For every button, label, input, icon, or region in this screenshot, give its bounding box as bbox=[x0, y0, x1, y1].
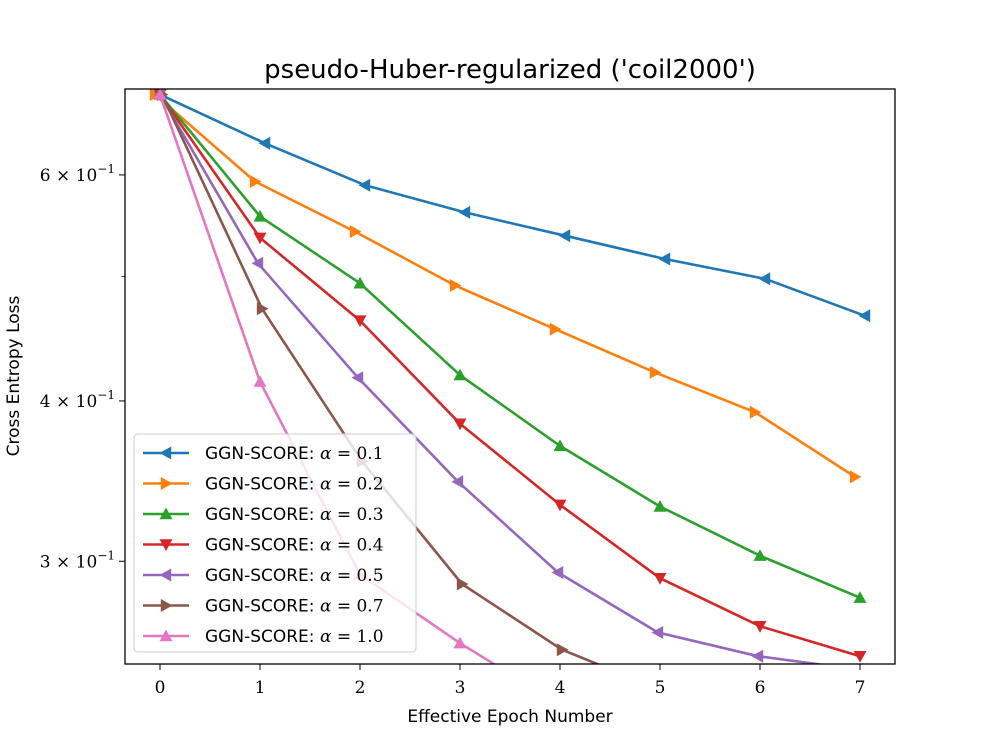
data-point bbox=[758, 272, 771, 286]
data-point bbox=[858, 309, 871, 323]
data-point bbox=[251, 256, 264, 270]
data-point bbox=[551, 566, 564, 579]
x-tick-label: 4 bbox=[555, 678, 566, 698]
data-point bbox=[253, 232, 267, 245]
data-point bbox=[449, 279, 462, 292]
legend-label: GGN-SCORE: α = 0.3 bbox=[205, 505, 384, 525]
data-point bbox=[658, 252, 671, 266]
series-line bbox=[158, 93, 826, 664]
y-tick-label: 6 × 10−1 bbox=[40, 162, 115, 186]
data-point bbox=[256, 302, 269, 316]
y-axis-label: Cross Entropy Loss bbox=[4, 295, 24, 456]
plot-frame bbox=[124, 88, 896, 665]
data-point bbox=[453, 636, 467, 649]
data-point bbox=[651, 626, 664, 639]
series-line bbox=[158, 93, 861, 658]
chart-title: pseudo-Huber-regularized ('coil2000') bbox=[264, 55, 756, 85]
legend-label: GGN-SCORE: α = 0.7 bbox=[205, 597, 384, 617]
legend-label: GGN-SCORE: α = 0.2 bbox=[205, 475, 384, 495]
y-tick-label: 3 × 10−1 bbox=[40, 548, 115, 572]
legend-label: GGN-SCORE: α = 1.0 bbox=[205, 627, 384, 647]
data-point bbox=[249, 175, 262, 188]
series-2 bbox=[149, 89, 862, 484]
legend-swatch-marker bbox=[159, 446, 172, 460]
x-tick-label: 6 bbox=[755, 678, 766, 698]
series-layer bbox=[149, 89, 871, 664]
data-point bbox=[853, 651, 867, 663]
x-tick-label: 3 bbox=[455, 678, 466, 698]
legend-swatch-marker bbox=[160, 477, 173, 490]
data-point bbox=[649, 365, 662, 379]
data-point bbox=[849, 470, 862, 484]
legend-item: GGN-SCORE: α = 0.3 bbox=[143, 505, 384, 525]
data-point bbox=[556, 643, 569, 657]
data-point bbox=[456, 577, 469, 591]
data-point bbox=[558, 229, 571, 243]
series-line bbox=[158, 93, 861, 599]
data-point bbox=[253, 375, 267, 387]
data-point bbox=[753, 621, 767, 633]
series-4 bbox=[153, 89, 867, 663]
legend-swatch-marker bbox=[159, 629, 173, 642]
data-point bbox=[553, 439, 567, 452]
data-point bbox=[751, 649, 764, 663]
legend-item: GGN-SCORE: α = 0.2 bbox=[143, 475, 384, 495]
data-point bbox=[453, 368, 467, 381]
y-tick-label: 4 × 10−1 bbox=[40, 388, 115, 412]
x-tick-label: 1 bbox=[255, 678, 266, 698]
x-tick-label: 7 bbox=[855, 678, 866, 698]
legend-label: GGN-SCORE: α = 0.1 bbox=[205, 444, 384, 464]
data-point bbox=[749, 405, 762, 419]
data-point bbox=[653, 500, 667, 512]
y-axis: 6 × 10−1 4 × 10−1 3 × 10−1 bbox=[40, 162, 125, 572]
x-tick-label: 0 bbox=[155, 678, 166, 698]
data-point bbox=[253, 209, 267, 222]
data-point bbox=[258, 136, 271, 150]
legend-swatch-marker bbox=[159, 539, 173, 551]
data-point bbox=[351, 371, 364, 385]
data-point bbox=[453, 418, 467, 431]
data-point bbox=[358, 178, 371, 192]
legend-swatch-marker bbox=[159, 507, 173, 520]
series-line bbox=[159, 93, 866, 318]
legend-item: GGN-SCORE: α = 0.4 bbox=[143, 536, 384, 556]
legend-item: GGN-SCORE: α = 0.7 bbox=[143, 597, 384, 617]
x-tick-label: 2 bbox=[355, 678, 366, 698]
legend-swatch-marker bbox=[159, 568, 172, 582]
legend-frame bbox=[133, 433, 417, 653]
data-point bbox=[353, 315, 367, 328]
data-point bbox=[853, 591, 867, 603]
x-axis: 0 1 2 3 4 5 6 7 bbox=[155, 664, 866, 698]
legend-item: GGN-SCORE: α = 0.1 bbox=[143, 444, 384, 464]
data-point bbox=[153, 89, 167, 100]
legend-swatch-marker bbox=[160, 599, 173, 612]
legend-label: GGN-SCORE: α = 0.4 bbox=[205, 536, 384, 556]
x-axis-label: Effective Epoch Number bbox=[407, 707, 612, 727]
data-point bbox=[349, 225, 362, 239]
data-point bbox=[753, 549, 767, 561]
data-point bbox=[451, 475, 464, 489]
legend: GGN-SCORE: α = 0.1 GGN-SCORE: α = 0.2 GGN-… bbox=[133, 433, 417, 653]
data-point bbox=[353, 276, 367, 289]
legend-item: GGN-SCORE: α = 1.0 bbox=[143, 627, 384, 647]
data-point bbox=[458, 205, 471, 219]
series-line bbox=[154, 93, 856, 478]
legend-label: GGN-SCORE: α = 0.5 bbox=[205, 566, 384, 586]
x-tick-label: 5 bbox=[655, 678, 666, 698]
legend-item: GGN-SCORE: α = 0.5 bbox=[143, 566, 384, 586]
data-point bbox=[553, 499, 567, 512]
data-point bbox=[653, 573, 667, 585]
data-point bbox=[549, 322, 562, 336]
